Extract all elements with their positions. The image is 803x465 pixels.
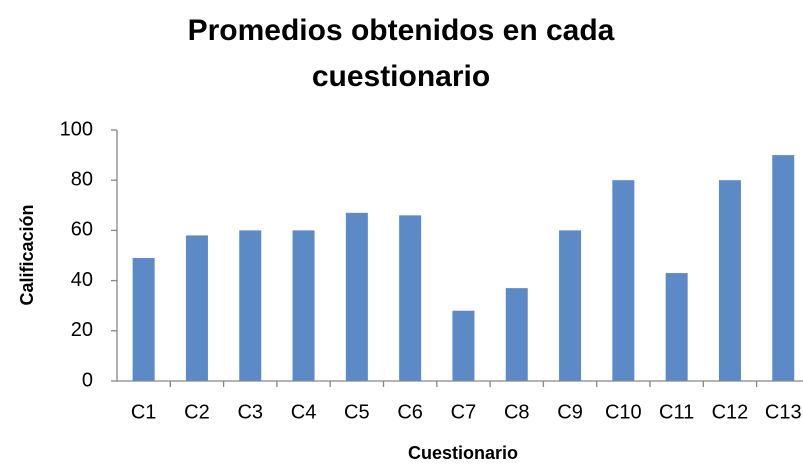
x-axis-label: Cuestionario [408, 443, 518, 463]
bar [452, 310, 475, 381]
bar [132, 258, 155, 381]
bar [239, 230, 262, 381]
bar [505, 288, 528, 381]
bar [612, 180, 635, 381]
bar [185, 235, 208, 381]
y-axis-label: Calificación [17, 204, 37, 305]
x-tick-label: C5 [344, 401, 370, 423]
x-tick-label: C4 [291, 401, 317, 423]
x-tick-label: C12 [712, 401, 749, 423]
x-tick-label: C10 [605, 401, 642, 423]
y-tick-label: 20 [71, 319, 93, 341]
x-tick-label: C6 [397, 401, 423, 423]
bar [665, 273, 688, 381]
x-tick-label: C1 [131, 401, 157, 423]
bar [399, 215, 422, 381]
bar [559, 230, 582, 381]
x-tick-label: C2 [184, 401, 210, 423]
y-tick-label: 60 [71, 219, 93, 241]
x-tick-label: C13 [765, 401, 802, 423]
bar [718, 180, 741, 381]
y-tick-label: 80 [71, 168, 93, 190]
y-tick-label: 100 [60, 118, 93, 140]
chart-title: Promedios obtenidos en cada cuestionario [187, 14, 615, 93]
x-tick-label: C11 [659, 401, 694, 423]
bar [345, 212, 368, 381]
bar [772, 155, 795, 381]
x-tick-label: C9 [557, 401, 583, 423]
x-tick-label: C8 [504, 401, 530, 423]
x-tick-label: C7 [451, 401, 477, 423]
x-tick-label: C3 [237, 401, 263, 423]
y-tick-label: 0 [82, 369, 93, 391]
bar [292, 230, 315, 381]
y-tick-label: 40 [71, 269, 93, 291]
